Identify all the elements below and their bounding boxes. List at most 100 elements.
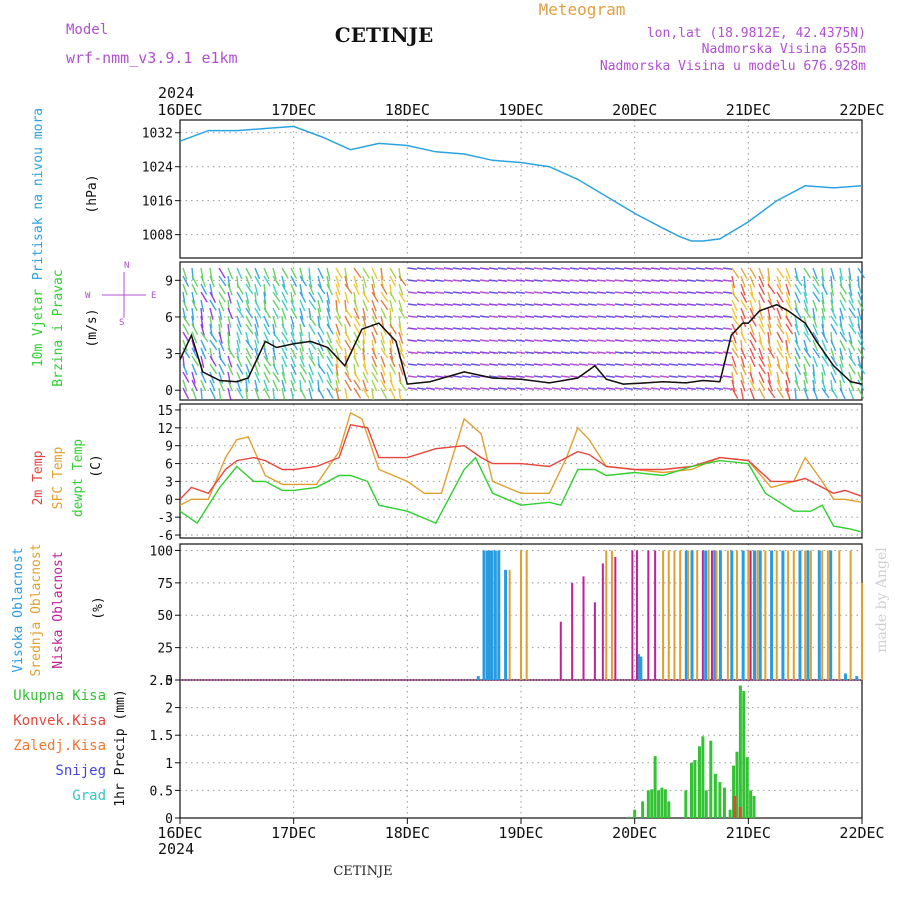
precip-bar (650, 789, 654, 818)
wind-barb (569, 327, 580, 330)
wind-barb (209, 267, 213, 280)
station-title: CETINJE (335, 23, 433, 47)
wind-barb (569, 267, 580, 270)
wind-barb (326, 363, 334, 375)
wind-barb (398, 363, 404, 376)
wind-barb (218, 275, 227, 287)
wind-barb (434, 387, 445, 390)
wind-barb (785, 291, 791, 304)
wind-barb (695, 375, 706, 378)
wind-barb (623, 351, 634, 354)
wind-barb (803, 339, 809, 352)
x-tick-label-top: 19DEC (498, 101, 543, 119)
wind-barb (227, 307, 234, 320)
wind-barb (191, 275, 199, 287)
wind-barb (479, 303, 490, 306)
wind-barb (803, 323, 810, 336)
wind-barb (767, 283, 776, 295)
wind-barb (380, 363, 386, 376)
wind-barb (542, 303, 553, 306)
wind-barb (749, 267, 757, 279)
high-cloud-axis-title: Visoka Oblacnost (11, 547, 26, 672)
wind-barb (749, 323, 755, 336)
wind-barb (425, 279, 436, 282)
wind-barb (812, 291, 821, 303)
wind-barb (515, 339, 526, 342)
wind-barb (443, 351, 454, 354)
wind-barb (767, 323, 772, 336)
wind-barb (497, 315, 508, 318)
wind-barb (623, 315, 634, 318)
wind-barb (470, 303, 481, 306)
wind-barb (758, 379, 766, 391)
wind-barb (839, 267, 844, 280)
wind-barb (335, 331, 341, 344)
wind-barb (344, 387, 348, 400)
wind-barb (551, 315, 562, 318)
wind-barb (263, 291, 267, 304)
wind-barb (245, 387, 249, 401)
x-tick-label-top: 21DEC (726, 101, 771, 119)
wind-barb (722, 375, 733, 378)
wind-barb (191, 347, 199, 359)
wind-barb (443, 339, 454, 342)
svg-text:N: N (124, 261, 129, 271)
wind-barb (236, 283, 244, 295)
wind-barb (758, 283, 766, 296)
panel-2: -6 -3 0 3 6 9 12 15 (157, 403, 863, 544)
wind-barb (650, 339, 661, 342)
cloud-bar (704, 550, 708, 680)
wind-barb (416, 363, 427, 366)
wind-barb (650, 387, 661, 390)
wind-barb (596, 327, 607, 330)
wind-barb (488, 339, 499, 342)
wind-barb (632, 315, 643, 318)
wind-barb (452, 291, 463, 294)
wind-barb (848, 387, 855, 400)
wind-barb (272, 371, 281, 383)
panel-0: 1008 1016 1024 1032 (142, 119, 863, 259)
wind-barb (488, 267, 499, 270)
precip-bar (684, 790, 688, 818)
wind-barb (533, 267, 544, 270)
wind-barb (848, 323, 857, 335)
wind-barb (209, 291, 217, 304)
wind-barb (182, 267, 188, 280)
wind-barb (758, 275, 765, 288)
wind-barb (533, 303, 544, 306)
cloud-bar (687, 550, 690, 680)
wind-barb (578, 363, 589, 366)
wind-barb (488, 303, 499, 306)
wind-barb (659, 267, 670, 270)
wind-barb (794, 283, 802, 295)
cloud-bar (781, 550, 785, 680)
wind-barb (245, 363, 251, 376)
wind-barb (785, 283, 791, 296)
wind-barb (335, 347, 340, 360)
wind-barb (281, 291, 288, 304)
wind-barb (533, 327, 544, 330)
wind-barb (740, 355, 746, 368)
wind-barb (299, 267, 304, 280)
wind-barb (434, 363, 445, 366)
model-name: wrf-nmm_v3.9.1 e1km (66, 49, 238, 67)
wind-barb (443, 267, 454, 270)
wind-barb (731, 371, 735, 384)
wind-barb (695, 339, 706, 342)
wind-barb (236, 267, 243, 280)
wind-barb (794, 371, 799, 384)
wind-barb (290, 363, 297, 376)
wind-barb (776, 355, 781, 368)
wind-barb (326, 283, 333, 296)
wind-barb (641, 327, 652, 330)
wind-barb (767, 371, 772, 384)
wind-barb (371, 275, 376, 288)
wind-barb (515, 279, 526, 282)
wind-barb (254, 307, 262, 319)
wind-barb (353, 371, 361, 383)
wind-barb (740, 387, 744, 400)
x-tick-label-bottom: 17DEC (271, 824, 316, 842)
wind-barb (659, 315, 670, 318)
wind-barb (299, 355, 306, 368)
wind-barb (227, 291, 232, 304)
